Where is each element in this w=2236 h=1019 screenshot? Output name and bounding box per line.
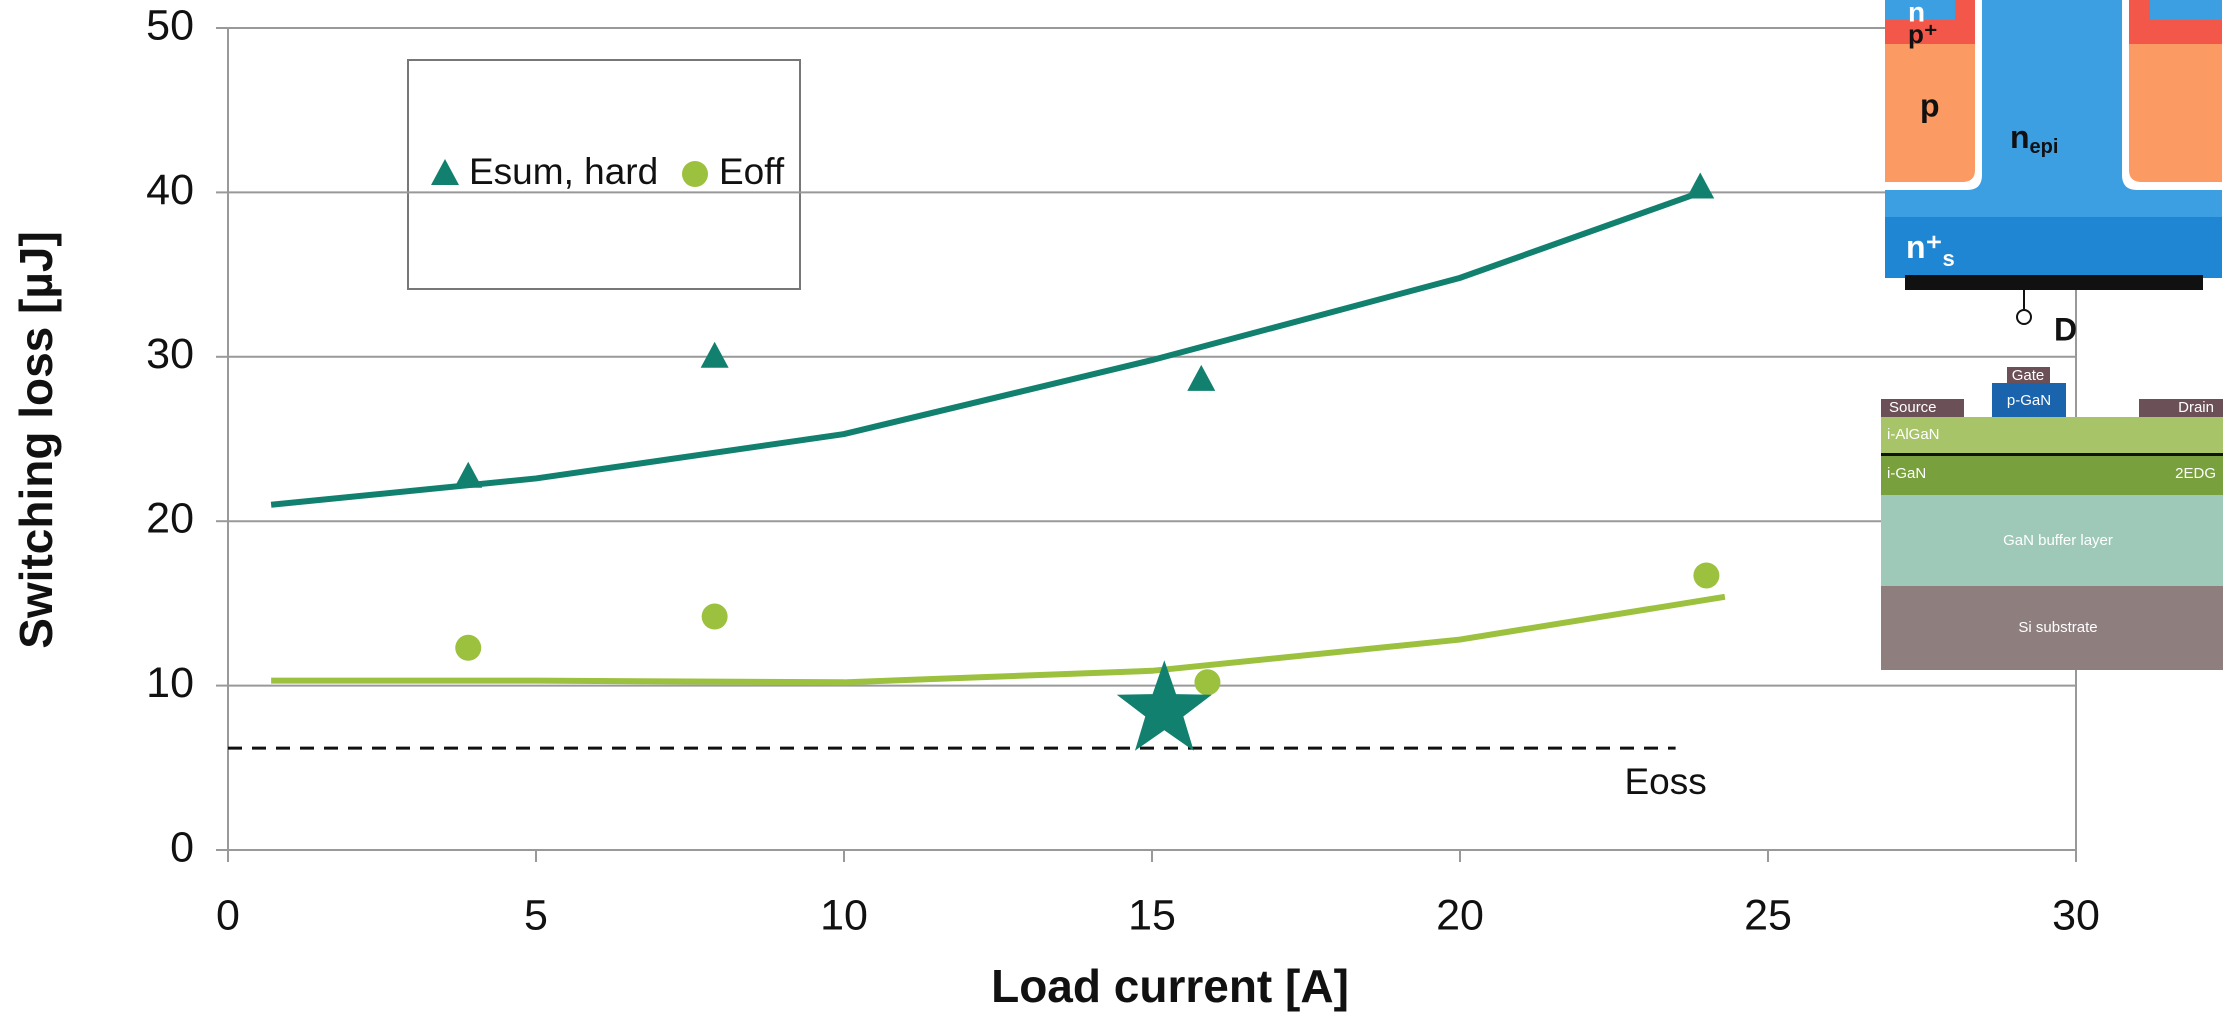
gan-inset: Source Gate p-GaN Drain i-AlGaN i-GaN 2E…	[1881, 367, 2223, 670]
legend-label: Eoff	[719, 151, 785, 192]
label: Gate	[2012, 367, 2045, 384]
x-tick-label: 5	[524, 891, 548, 939]
y-tick-label: 0	[170, 823, 194, 871]
x-tick-label: 0	[216, 891, 240, 939]
point	[454, 462, 482, 488]
point	[1187, 365, 1215, 391]
label: D	[2054, 311, 2077, 347]
label: p⁺	[1908, 19, 1938, 49]
legend-label: Esum, hard	[469, 151, 658, 192]
point	[701, 342, 729, 368]
label: i-AlGaN	[1887, 426, 1940, 443]
point	[1693, 562, 1719, 588]
y-tick-label: 10	[146, 659, 194, 707]
label: n	[2010, 119, 2030, 155]
label: Si substrate	[2018, 619, 2097, 636]
label: GaN buffer layer	[2003, 532, 2113, 549]
y-tick-label: 40	[146, 166, 194, 214]
label: n⁺	[1906, 229, 1942, 265]
chart: Load current [A] Switching loss [µJ] 0 10…	[0, 0, 2236, 1019]
y-tick-label: 50	[146, 1, 194, 49]
y-tick-label: 20	[146, 495, 194, 543]
x-axis-title: Load current [A]	[991, 960, 1349, 1012]
label: 2EDG	[2175, 465, 2216, 482]
x-tick-label: 15	[1128, 891, 1176, 939]
point	[1194, 669, 1220, 695]
label: Drain	[2178, 399, 2214, 416]
x-tick-label: 30	[2052, 891, 2100, 939]
reference-label: Eoss	[1624, 761, 1706, 802]
x-tick-label: 10	[820, 891, 868, 939]
label: i-GaN	[1887, 465, 1926, 482]
label: Source	[1889, 399, 1937, 416]
label: epi	[2030, 136, 2059, 158]
label: p-GaN	[2007, 392, 2051, 409]
y-axis-title: Switching loss [µJ]	[10, 231, 62, 649]
point	[702, 604, 728, 630]
x-tick-label: 25	[1744, 891, 1792, 939]
label: s	[1942, 246, 1954, 271]
point	[455, 635, 481, 661]
x-tick-label: 20	[1436, 891, 1484, 939]
point	[1686, 172, 1714, 198]
label: p	[1920, 87, 1940, 123]
mosfet-inset: n p⁺ p nepi n⁺s D	[1885, 0, 2222, 347]
legend-marker	[682, 161, 708, 187]
y-tick-label: 30	[146, 330, 194, 378]
trend-line	[271, 597, 1725, 682]
